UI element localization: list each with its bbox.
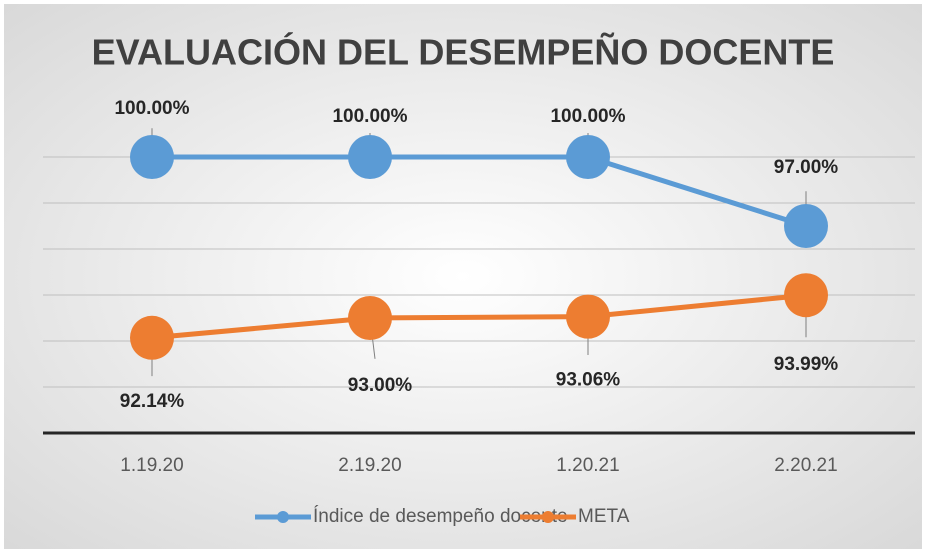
legend-label: META	[578, 506, 630, 527]
data-label: 93.00%	[348, 375, 413, 396]
data-label: 92.14%	[120, 391, 185, 412]
data-label: 93.99%	[774, 354, 839, 375]
data-label: 100.00%	[114, 98, 189, 119]
marker	[130, 315, 174, 360]
data-label: 93.06%	[556, 370, 621, 391]
chart-title: EVALUACIÓN DEL DESEMPEÑO DOCENTE	[92, 31, 835, 73]
data-label: 97.00%	[774, 157, 839, 178]
x-tick-label: 1.19.20	[120, 455, 183, 476]
data-label: 100.00%	[332, 106, 407, 127]
marker	[784, 204, 828, 248]
x-tick-label: 2.20.21	[774, 455, 837, 476]
x-tick-label: 2.19.20	[338, 455, 401, 476]
legend-marker	[277, 511, 289, 523]
data-label: 100.00%	[550, 106, 625, 127]
series-line	[151, 292, 807, 341]
series-line	[152, 154, 807, 229]
marker	[130, 135, 174, 179]
marker	[348, 135, 392, 179]
x-tick-label: 1.20.21	[556, 455, 619, 476]
background	[4, 4, 922, 549]
marker	[784, 273, 828, 318]
marker	[348, 296, 392, 340]
legend-marker	[542, 511, 554, 523]
marker	[566, 294, 610, 339]
legend-label: Índice de desempeño docente	[313, 506, 568, 527]
marker	[566, 135, 610, 179]
